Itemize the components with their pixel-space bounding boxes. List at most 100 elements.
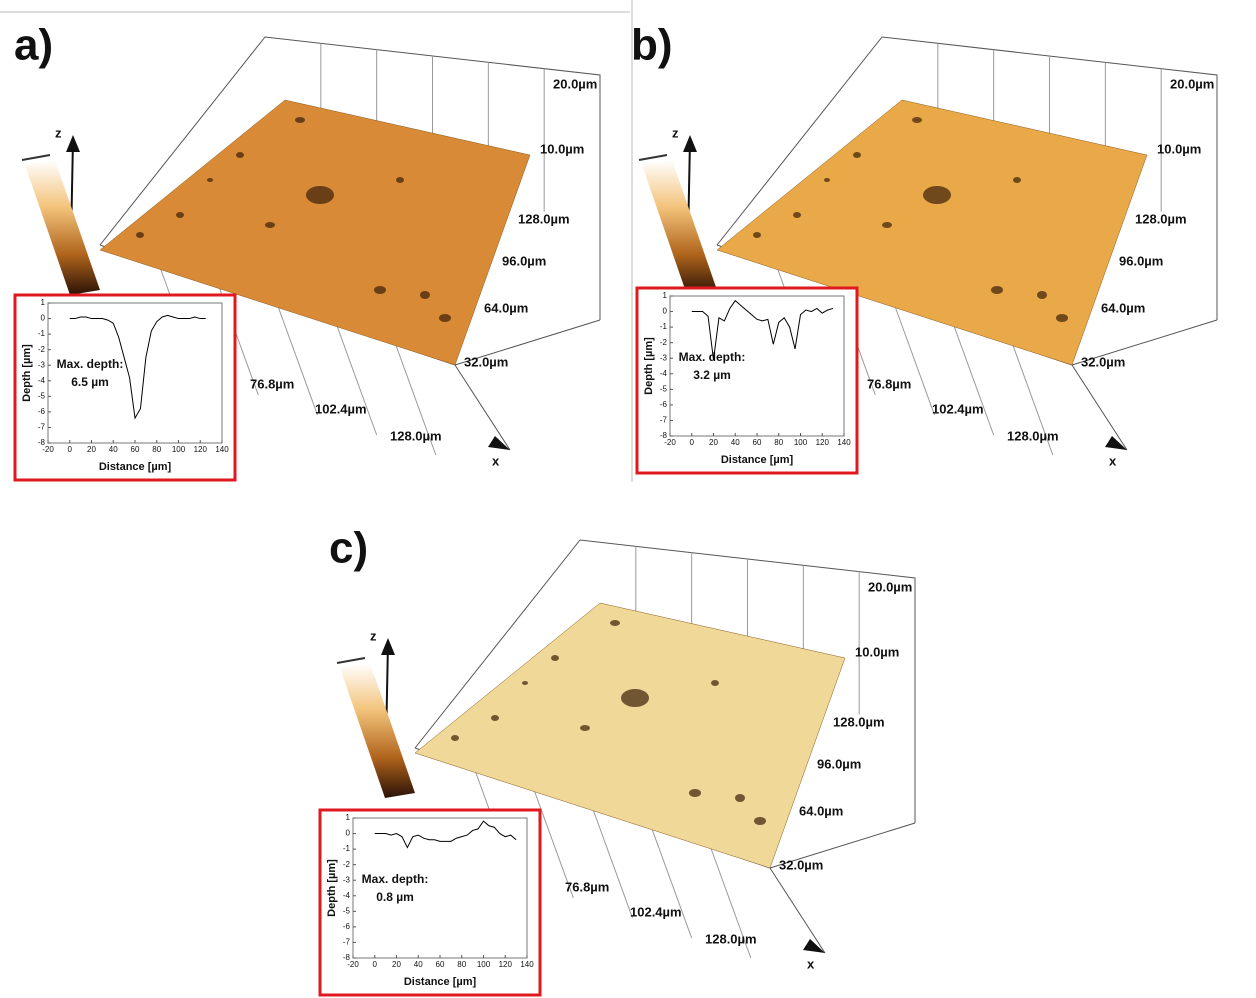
z-tick-label: 20.0µm [868, 579, 912, 594]
z-tick-label: 20.0µm [553, 76, 597, 91]
x-tick-label: 128.0µm [1007, 428, 1059, 443]
y-tick-label: 1 [41, 298, 46, 307]
x-tick-label: 128.0µm [390, 428, 442, 443]
annotation: Max. depth: [57, 357, 124, 371]
group: a) z x 20.0µm 10.0µm 128.0µm 96.0µm 64.0µm 32.0µ… [14, 21, 601, 468]
pit [306, 186, 334, 204]
y-tick-label: -4 [660, 369, 668, 378]
y-tick-label: -2 [38, 345, 46, 354]
group: -20 0 20 40 60 80 100 120 140 -8 -7 -6 -5 -4 -3 -2 -1 0 1 D… [318, 808, 542, 997]
box-edge [769, 822, 916, 869]
colorbar [340, 663, 415, 798]
arrow [66, 135, 80, 152]
x-tick-label: 100 [172, 445, 186, 454]
box-grid [651, 827, 693, 939]
y-tick-label: -5 [38, 391, 46, 400]
group: b) z x 20.0µm 10.0µm 128.0µm 96.0µm 64.0µm 32.0µ… [631, 21, 1218, 468]
y-tick-label: -8 [38, 438, 46, 447]
colorbar-cap [336, 657, 366, 664]
x-tick-label: 128.0µm [705, 931, 757, 946]
z-tick-label: 10.0µm [855, 644, 899, 659]
y-tick-label: 0 [41, 314, 46, 323]
pit [551, 655, 559, 661]
y-axis-label: Depth [µm] [326, 859, 338, 917]
y-tick-label: 1 [346, 813, 351, 822]
pit [912, 117, 922, 123]
z-tick-label: 20.0µm [1170, 76, 1214, 91]
y-tick-label: 128.0µm [833, 714, 885, 729]
colorbar-cap [638, 154, 668, 161]
x-tick-label: 80 [152, 445, 161, 454]
pit [176, 212, 184, 218]
x-label: x [1109, 453, 1117, 468]
y-tick-label: -3 [38, 360, 46, 369]
pit [735, 794, 745, 802]
x-tick-label: 76.8µm [565, 879, 609, 894]
pit [1013, 177, 1021, 183]
box-grid [395, 344, 437, 456]
x-tick-label: 60 [753, 438, 762, 447]
pit [439, 314, 451, 322]
y-tick-label: 1 [663, 291, 668, 300]
x-tick-label: 80 [774, 438, 783, 447]
x-tick-label: 20 [392, 960, 401, 969]
box-edge [1071, 319, 1218, 366]
y-tick-label: -3 [343, 875, 351, 884]
y-tick-label: -5 [343, 906, 351, 915]
x-tick-label: 40 [109, 445, 118, 454]
pit [265, 222, 275, 228]
y-tick-label: -7 [343, 938, 351, 947]
box-grid [710, 847, 752, 959]
inset-frame [13, 293, 237, 482]
box-edge [454, 319, 601, 366]
pit [420, 291, 430, 299]
pit [236, 152, 244, 158]
z-label: z [370, 628, 377, 643]
pit [396, 177, 404, 183]
y-tick-label: -8 [660, 431, 668, 440]
y-tick-label: -2 [660, 338, 668, 347]
annotation: 0.8 µm [376, 890, 414, 904]
x-tick-label: 120 [499, 960, 513, 969]
y-tick-label: -2 [343, 860, 351, 869]
group: -20 0 20 40 60 80 100 120 140 -8 -7 -6 -5 -4 -3 -2 -1 0 1 D… [635, 286, 859, 475]
z-tick-label: 10.0µm [540, 141, 584, 156]
y-tick-label: 64.0µm [1101, 300, 1145, 315]
y-tick-label: -7 [660, 416, 668, 425]
y-tick-label: 32.0µm [464, 354, 508, 369]
box-grid [532, 787, 574, 899]
y-tick-label: -6 [343, 922, 351, 931]
pit [753, 232, 761, 238]
pit [853, 152, 861, 158]
x-tick-label: 0 [68, 445, 73, 454]
colorbar [25, 160, 100, 295]
pit [610, 620, 620, 626]
x-tick-label: 76.8µm [250, 376, 294, 391]
y-tick-label: 32.0µm [1081, 354, 1125, 369]
pit [580, 725, 590, 731]
pit [754, 817, 766, 825]
x-tick-label: 140 [215, 445, 229, 454]
x-tick-label: 140 [520, 960, 534, 969]
pit [621, 689, 649, 707]
pit [522, 681, 528, 685]
y-tick-label: 128.0µm [518, 211, 570, 226]
y-tick-label: -1 [38, 329, 46, 338]
pit [295, 117, 305, 123]
y-axis-label: Depth [µm] [21, 344, 33, 402]
y-tick-label: 32.0µm [779, 857, 823, 872]
pit [991, 286, 1003, 294]
y-tick-label: 0 [346, 829, 351, 838]
profile-line [691, 299, 834, 360]
x-tick-label: 102.4µm [630, 904, 682, 919]
pit [136, 232, 144, 238]
inset-frame [635, 286, 859, 475]
z-label: z [672, 125, 679, 140]
pit [689, 789, 701, 797]
y-tick-label: 96.0µm [1119, 253, 1163, 268]
pit [882, 222, 892, 228]
x-tick-label: 80 [457, 960, 466, 969]
arrow [1105, 436, 1127, 450]
x-tick-label: -20 [42, 445, 54, 454]
